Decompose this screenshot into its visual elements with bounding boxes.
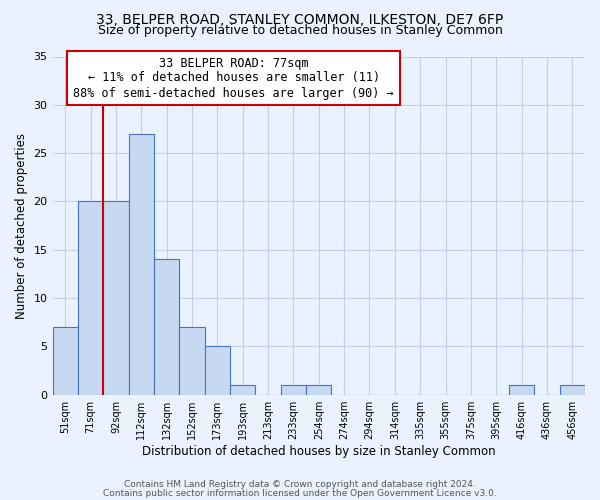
- Text: Size of property relative to detached houses in Stanley Common: Size of property relative to detached ho…: [98, 24, 502, 37]
- Bar: [205, 346, 230, 395]
- Bar: [103, 202, 128, 394]
- Text: Contains public sector information licensed under the Open Government Licence v3: Contains public sector information licen…: [103, 488, 497, 498]
- Bar: [128, 134, 154, 394]
- Text: 33, BELPER ROAD, STANLEY COMMON, ILKESTON, DE7 6FP: 33, BELPER ROAD, STANLEY COMMON, ILKESTO…: [97, 12, 503, 26]
- X-axis label: Distribution of detached houses by size in Stanley Common: Distribution of detached houses by size …: [142, 444, 496, 458]
- Bar: [78, 202, 103, 394]
- Bar: [306, 385, 331, 394]
- Bar: [154, 260, 179, 394]
- Bar: [230, 385, 256, 394]
- Bar: [53, 327, 78, 394]
- Text: Contains HM Land Registry data © Crown copyright and database right 2024.: Contains HM Land Registry data © Crown c…: [124, 480, 476, 489]
- Text: 33 BELPER ROAD: 77sqm
← 11% of detached houses are smaller (11)
88% of semi-deta: 33 BELPER ROAD: 77sqm ← 11% of detached …: [73, 56, 394, 100]
- Bar: [281, 385, 306, 394]
- Bar: [179, 327, 205, 394]
- Bar: [509, 385, 534, 394]
- Bar: [560, 385, 585, 394]
- Y-axis label: Number of detached properties: Number of detached properties: [15, 132, 28, 318]
